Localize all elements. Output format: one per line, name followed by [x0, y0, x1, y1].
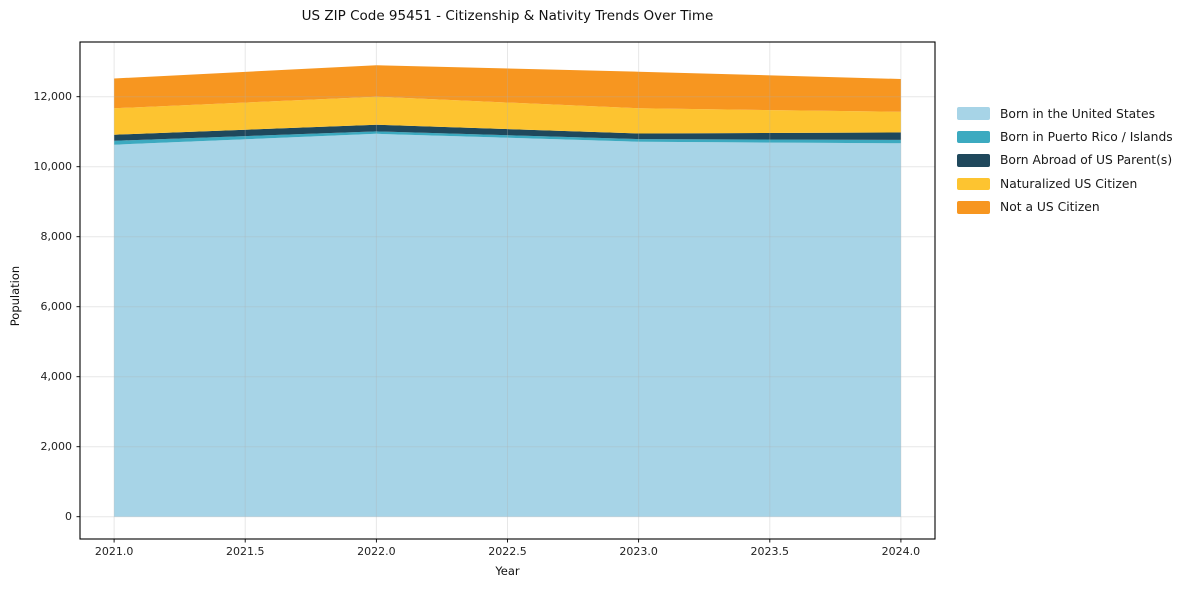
- area-series-4: [114, 65, 901, 112]
- legend-item: Born in the United States: [957, 102, 1173, 125]
- x-tick-label: 2022.0: [357, 545, 396, 558]
- x-axis-title: Year: [495, 564, 520, 578]
- legend-item: Born in Puerto Rico / Islands: [957, 125, 1173, 148]
- y-tick-label: 2,000: [40, 440, 73, 454]
- legend-item: Naturalized US Citizen: [957, 172, 1173, 195]
- x-tick-label: 2023.5: [750, 545, 790, 558]
- y-tick-label: 12,000: [33, 90, 73, 104]
- y-tick-label: 10,000: [33, 160, 73, 174]
- legend-label: Born in Puerto Rico / Islands: [1000, 130, 1173, 145]
- chart-title: US ZIP Code 95451 - Citizenship & Nativi…: [301, 8, 714, 24]
- legend-label: Naturalized US Citizen: [1000, 176, 1138, 191]
- area-series-0: [114, 133, 901, 517]
- x-tick-label: 2023.0: [619, 545, 658, 558]
- legend-swatch: [957, 107, 990, 120]
- legend-swatch: [957, 177, 990, 191]
- legend-item: Born Abroad of US Parent(s): [957, 149, 1173, 172]
- legend-label: Born Abroad of US Parent(s): [1000, 153, 1173, 168]
- area-series-2: [114, 124, 901, 141]
- legend-label: Not a US Citizen: [1000, 200, 1100, 215]
- x-tick-label: 2024.0: [881, 545, 921, 558]
- legend-swatch: [957, 201, 990, 214]
- legend: Born in the United States Born in Puerto …: [957, 102, 1173, 219]
- area-series-3: [114, 96, 901, 135]
- x-tick-label: 2022.5: [488, 545, 527, 558]
- y-axis-title: Population: [8, 265, 22, 327]
- area-series-1: [114, 131, 901, 145]
- y-tick-label: 6,000: [40, 300, 73, 314]
- x-tick-label: 2021.5: [225, 545, 265, 558]
- y-tick-label: 0: [65, 510, 72, 524]
- x-tick-label: 2021.0: [94, 545, 134, 558]
- legend-swatch: [957, 130, 990, 144]
- legend-item: Not a US Citizen: [957, 196, 1173, 219]
- y-tick-label: 4,000: [40, 370, 73, 384]
- y-tick-label: 8,000: [40, 230, 73, 244]
- legend-swatch: [957, 154, 990, 167]
- legend-label: Born in the United States: [1000, 106, 1155, 121]
